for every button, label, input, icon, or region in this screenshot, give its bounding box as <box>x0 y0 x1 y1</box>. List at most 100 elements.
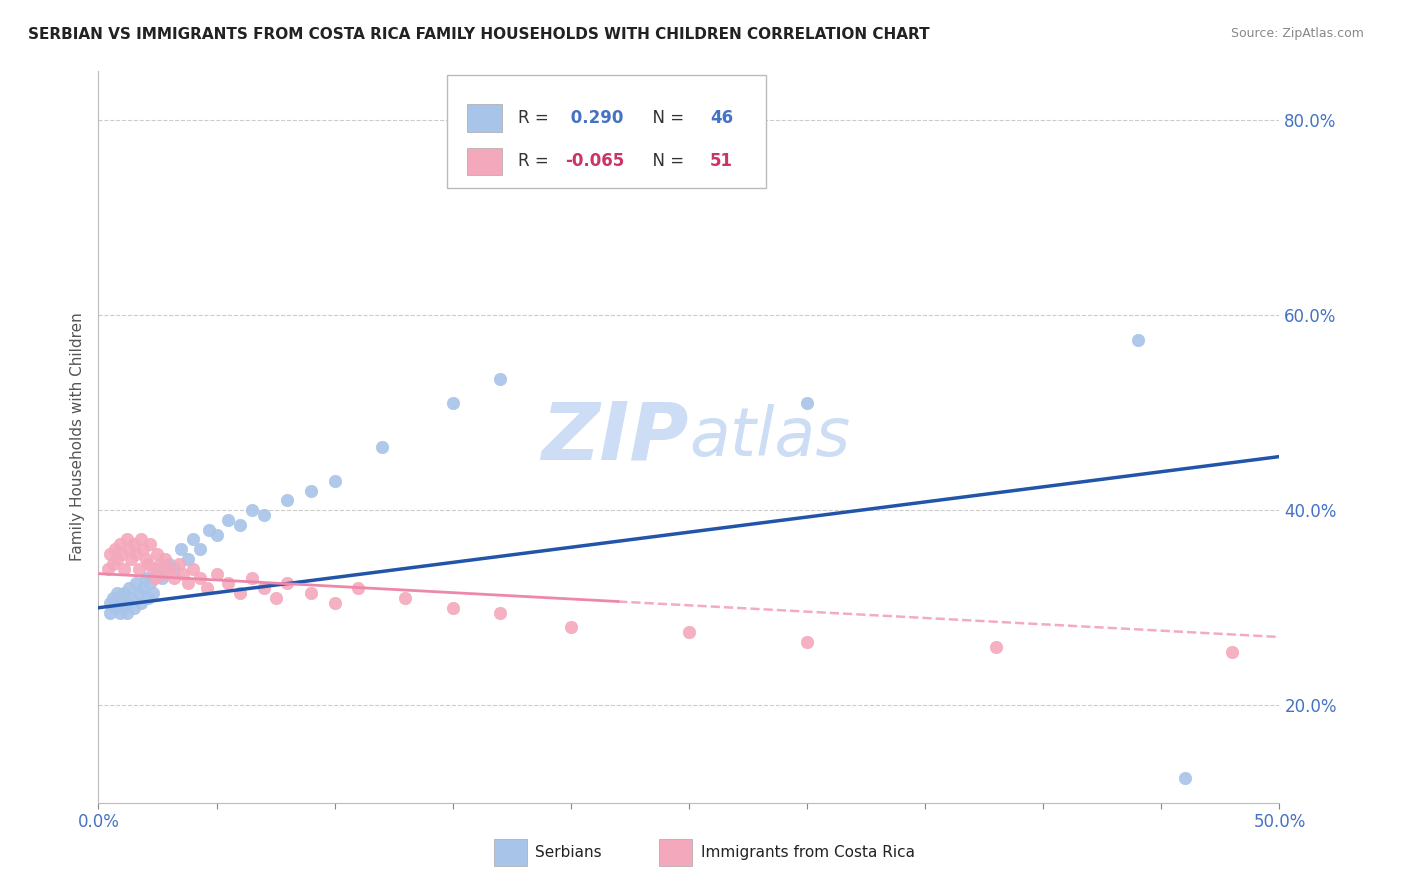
Text: 0.290: 0.290 <box>565 109 623 127</box>
Point <box>441 600 464 615</box>
Point <box>177 576 200 591</box>
Point <box>98 547 121 561</box>
Point <box>181 533 204 547</box>
Point <box>205 527 228 541</box>
Point <box>264 591 287 605</box>
Text: Serbians: Serbians <box>536 845 602 860</box>
FancyBboxPatch shape <box>467 104 502 132</box>
Point <box>112 562 135 576</box>
Point <box>188 542 211 557</box>
Point <box>347 581 370 595</box>
Point <box>1220 645 1243 659</box>
Point <box>149 557 172 571</box>
Point <box>101 557 124 571</box>
Point <box>139 576 162 591</box>
Point <box>276 493 298 508</box>
Point <box>142 586 165 600</box>
Point <box>205 566 228 581</box>
Point <box>108 596 131 610</box>
Point <box>489 606 512 620</box>
Point <box>276 576 298 591</box>
Point <box>143 572 166 586</box>
Text: SERBIAN VS IMMIGRANTS FROM COSTA RICA FAMILY HOUSEHOLDS WITH CHILDREN CORRELATIO: SERBIAN VS IMMIGRANTS FROM COSTA RICA FA… <box>28 27 929 42</box>
Point <box>371 440 394 454</box>
Point <box>115 596 138 610</box>
Point <box>240 572 263 586</box>
Point <box>101 591 124 605</box>
Point <box>122 600 145 615</box>
Text: N =: N = <box>641 153 689 170</box>
Point <box>157 562 180 576</box>
Point <box>98 606 121 620</box>
Point <box>104 600 127 615</box>
Text: -0.065: -0.065 <box>565 153 624 170</box>
Point <box>323 596 346 610</box>
Point <box>441 396 464 410</box>
Point <box>118 581 141 595</box>
Point <box>170 542 193 557</box>
Point <box>188 572 211 586</box>
Point <box>796 396 818 410</box>
Point <box>560 620 582 634</box>
Point <box>104 542 127 557</box>
Point <box>132 542 155 557</box>
Point <box>135 572 157 586</box>
Point <box>139 537 162 551</box>
Point <box>132 581 155 595</box>
Point <box>146 547 169 561</box>
Point <box>128 562 150 576</box>
Point <box>121 591 143 605</box>
Point <box>118 542 141 557</box>
Point <box>489 371 512 385</box>
Point <box>115 533 138 547</box>
Point <box>105 586 128 600</box>
Point <box>142 562 165 576</box>
Point <box>136 591 159 605</box>
FancyBboxPatch shape <box>659 838 693 866</box>
Point <box>111 600 134 615</box>
Point <box>240 503 263 517</box>
FancyBboxPatch shape <box>447 75 766 188</box>
Point <box>163 562 186 576</box>
Point <box>105 552 128 566</box>
Point <box>796 635 818 649</box>
Point <box>299 483 322 498</box>
Point <box>984 640 1007 654</box>
Text: R =: R = <box>517 109 554 127</box>
Point <box>229 586 252 600</box>
Point <box>167 557 190 571</box>
Text: atlas: atlas <box>689 404 851 470</box>
Text: R =: R = <box>517 153 554 170</box>
Point <box>394 591 416 605</box>
Point <box>112 586 135 600</box>
Point <box>181 562 204 576</box>
Point <box>299 586 322 600</box>
Point <box>163 572 186 586</box>
Text: N =: N = <box>641 109 689 127</box>
Point <box>195 581 218 595</box>
Point <box>157 557 180 571</box>
Text: Immigrants from Costa Rica: Immigrants from Costa Rica <box>700 845 915 860</box>
Point <box>111 547 134 561</box>
Point <box>125 547 148 561</box>
Point <box>129 533 152 547</box>
Point <box>97 562 120 576</box>
Point <box>253 508 276 522</box>
Point <box>129 596 152 610</box>
Text: 46: 46 <box>710 109 734 127</box>
Point <box>198 523 221 537</box>
Point <box>253 581 276 595</box>
Point <box>1126 333 1149 347</box>
Point <box>678 625 700 640</box>
Text: 51: 51 <box>710 153 733 170</box>
Point <box>111 591 134 605</box>
Point <box>98 596 121 610</box>
FancyBboxPatch shape <box>467 147 502 176</box>
Point <box>115 606 138 620</box>
Y-axis label: Family Households with Children: Family Households with Children <box>69 313 84 561</box>
Point <box>128 586 150 600</box>
Point <box>229 517 252 532</box>
Point <box>108 537 131 551</box>
Point <box>172 566 194 581</box>
Text: Source: ZipAtlas.com: Source: ZipAtlas.com <box>1230 27 1364 40</box>
